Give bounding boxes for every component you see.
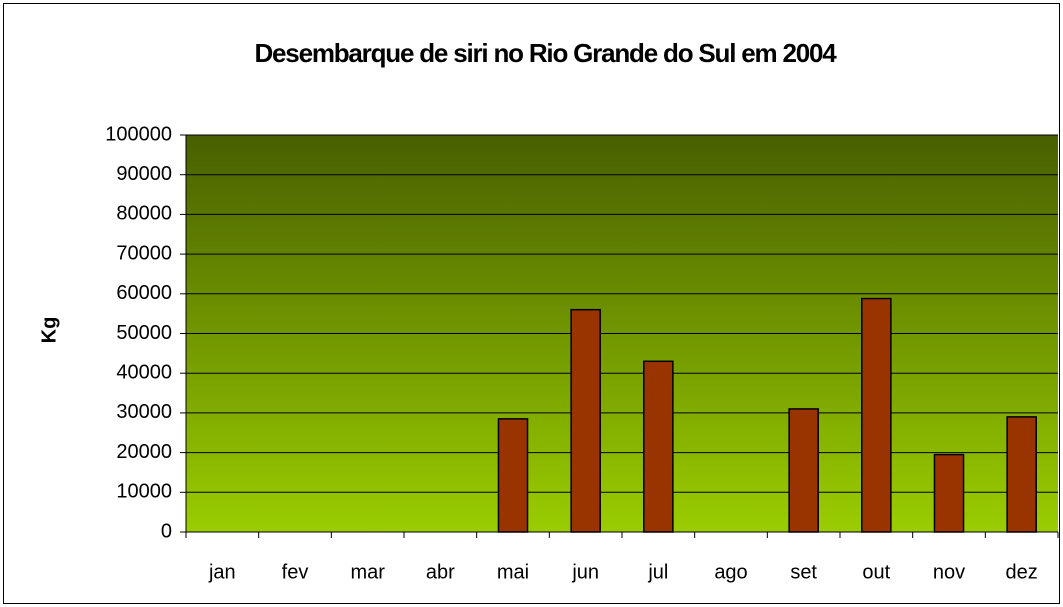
x-tick-label: jan xyxy=(208,561,236,583)
bar xyxy=(643,360,674,533)
bar xyxy=(788,408,819,533)
bar xyxy=(933,453,965,533)
bar xyxy=(497,418,529,533)
y-tick-label: 0 xyxy=(161,520,172,542)
y-tick-label: 100000 xyxy=(105,123,172,145)
x-tick-label: abr xyxy=(426,561,455,583)
y-tick-label: 90000 xyxy=(116,163,172,185)
x-tick-label: nov xyxy=(933,561,965,583)
x-tick-label: ago xyxy=(714,561,747,583)
x-tick-label: dez xyxy=(1006,561,1038,583)
x-tick-label: mai xyxy=(497,561,529,583)
x-tick-label: mar xyxy=(350,561,385,583)
bar xyxy=(861,297,892,533)
y-axis-label: Kg xyxy=(38,317,60,344)
y-tick-label: 40000 xyxy=(116,361,172,383)
y-tick-label: 20000 xyxy=(116,441,172,463)
x-tick-label: set xyxy=(790,561,817,583)
x-tick-label: jun xyxy=(571,561,599,583)
y-tick-label: 10000 xyxy=(116,481,172,503)
y-tick-label: 60000 xyxy=(116,282,172,304)
bar xyxy=(1006,416,1037,533)
bar xyxy=(570,308,601,533)
x-tick-label: jul xyxy=(647,561,668,583)
y-tick-label: 80000 xyxy=(116,203,172,225)
chart-title: Desembarque de siri no Rio Grande do Sul… xyxy=(254,38,837,68)
x-tick-label: fev xyxy=(282,561,309,583)
x-tick-label: out xyxy=(862,561,890,583)
y-tick-label: 30000 xyxy=(116,401,172,423)
y-tick-label: 70000 xyxy=(116,242,172,264)
y-tick-label: 50000 xyxy=(116,322,172,344)
